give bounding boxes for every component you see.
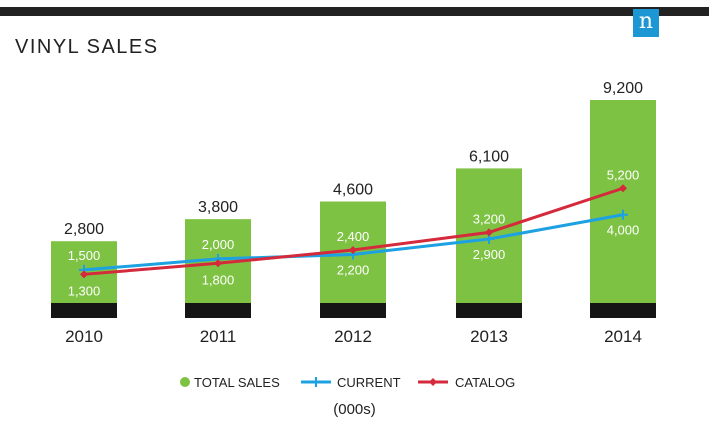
label-catalog-2012: 2,400: [337, 229, 370, 244]
bar-total-label-2013: 6,100: [469, 148, 509, 165]
chart-canvas: 2,800 2010 3,800 2011 4,600 2012 6,100 2013 9,20…: [51, 80, 656, 390]
bar-base-band-2011: [185, 303, 251, 318]
label-current-2011: 2,000: [202, 237, 235, 252]
bar-total-label-2012: 4,600: [333, 182, 373, 199]
legend-current-label: CURRENT: [337, 375, 401, 390]
label-current-2014: 4,000: [607, 223, 640, 238]
bar-total-label-2014: 9,200: [603, 80, 643, 97]
label-current-2013: 2,900: [473, 247, 506, 262]
x-tick-label-2013: 2013: [470, 327, 508, 346]
label-current-2010: 1,500: [68, 248, 101, 263]
label-current-2012: 2,200: [337, 262, 370, 277]
x-tick-label-2011: 2011: [200, 327, 237, 346]
bar-total-label-2010: 2,800: [64, 221, 104, 238]
marker-current-2014: [618, 209, 628, 220]
brand-logo: n: [633, 9, 659, 37]
x-tick-label-2014: 2014: [604, 327, 642, 346]
legend-total-sales-label: TOTAL SALES: [194, 375, 280, 390]
legend-total-sales-swatch: [180, 377, 190, 387]
marker-catalog-2011: [214, 259, 222, 268]
bar-total-label-2011: 3,800: [198, 199, 238, 216]
marker-catalog-2013: [485, 228, 493, 237]
legend-catalog-marker: [429, 378, 437, 386]
label-catalog-2010: 1,300: [68, 283, 101, 298]
legend-catalog-label: CATALOG: [455, 375, 515, 390]
marker-catalog-2012: [349, 246, 357, 255]
top-bar: [0, 7, 709, 16]
units-label: (000s): [333, 401, 376, 418]
bar-total-sales-2014: [590, 100, 656, 303]
label-catalog-2013: 3,200: [473, 211, 506, 226]
label-catalog-2011: 1,800: [202, 272, 235, 287]
bar-base-band-2013: [456, 303, 522, 318]
x-tick-label-2012: 2012: [334, 327, 372, 346]
marker-catalog-2010: [80, 270, 88, 279]
marker-catalog-2014: [619, 184, 627, 193]
label-catalog-2014: 5,200: [607, 167, 640, 182]
bar-base-band-2014: [590, 303, 656, 318]
chart-title: VINYL SALES: [15, 36, 159, 58]
x-tick-label-2010: 2010: [65, 327, 103, 346]
bar-base-band-2010: [51, 303, 117, 318]
bar-base-band-2012: [320, 303, 386, 318]
